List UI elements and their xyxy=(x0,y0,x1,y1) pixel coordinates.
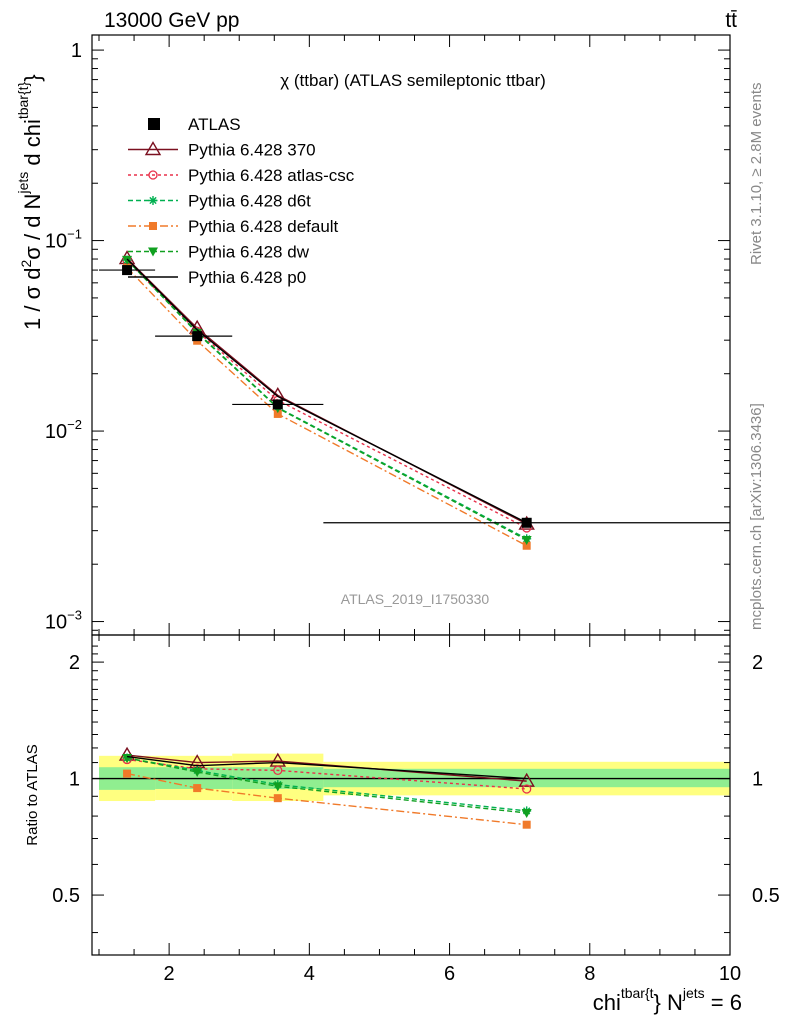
legend-label: Pythia 6.428 d6t xyxy=(188,192,311,211)
main-series-line-2 xyxy=(126,260,528,529)
rivet-label: Rivet 3.1.10, ≥ 2.8M events xyxy=(748,83,765,266)
legend-label: ATLAS xyxy=(188,115,241,134)
x-tick-label: 6 xyxy=(444,963,455,985)
ratio-y-tick-label: 0.5 xyxy=(52,885,80,907)
energy-label: 13000 GeV pp xyxy=(104,9,239,32)
main-series-line-3 xyxy=(126,259,528,540)
ratio-y-tick-label: 2 xyxy=(752,652,763,674)
ratio-y-tick-label: 0.5 xyxy=(752,885,780,907)
ratio-frame xyxy=(91,634,731,956)
legend-label: Pythia 6.428 p0 xyxy=(188,268,306,287)
analysis-watermark: ATLAS_2019_I1750330 xyxy=(341,591,490,607)
main-series-line-4 xyxy=(126,267,528,547)
marker-square xyxy=(522,541,531,550)
marker-triangle-down xyxy=(122,255,133,265)
marker-square xyxy=(149,222,157,230)
legend-label: Pythia 6.428 370 xyxy=(188,141,316,160)
ratio-y-tick-label: 1 xyxy=(69,769,80,791)
ratio-y-axis-label: Ratio to ATLAS xyxy=(24,744,41,845)
plot-title: χ (ttbar) (ATLAS semileptonic ttbar) xyxy=(280,71,546,90)
marker-triangle xyxy=(144,141,162,156)
data-point-atlas xyxy=(521,517,532,528)
marker-circle xyxy=(522,784,532,794)
ratio-series-line-3 xyxy=(126,772,527,826)
ratio-series-line-1 xyxy=(126,758,527,790)
marker-triangle-down xyxy=(272,782,283,792)
x-tick-label: 4 xyxy=(304,963,315,985)
marker-square xyxy=(123,769,132,778)
y-tick-label: 1 xyxy=(71,40,82,62)
main-series-line-1 xyxy=(126,258,528,525)
marker-triangle-down xyxy=(521,535,532,545)
x-tick-label: 2 xyxy=(164,963,175,985)
y-tick-label: 10−1 xyxy=(45,227,82,253)
legend-label: Pythia 6.428 dw xyxy=(188,243,310,262)
data-point-atlas xyxy=(122,265,133,276)
marker-triangle-down xyxy=(192,767,203,777)
ratio-series-line-2 xyxy=(126,757,527,812)
marker-triangle-down xyxy=(148,247,158,257)
main-series-line-5 xyxy=(126,259,528,541)
marker-circle xyxy=(273,765,283,776)
process-label: tt̄ xyxy=(725,9,737,32)
y-tick-label: 10−3 xyxy=(45,608,82,634)
main-y-axis-label: 1 / σ d2σ / d Njets d chitbar{t}} xyxy=(15,74,45,330)
x-tick-label: 8 xyxy=(584,963,595,985)
ratio-panel: Ratio to ATLAS chitbar{t} Njets = 6 2 4 6 8… xyxy=(24,623,780,1015)
ratio-y-tick-label: 2 xyxy=(69,652,80,674)
legend: ATLAS Pythia 6.428 370 Pythia 6.428 atlas-… xyxy=(128,115,355,287)
mcplots-label: mcplots.cern.ch [arXiv:1306.3436] xyxy=(748,403,765,630)
x-axis-label: chitbar{t} Njets = 6 xyxy=(593,985,742,1015)
marker-star xyxy=(148,196,158,205)
data-point-atlas xyxy=(192,331,203,342)
legend-marker-atlas xyxy=(148,118,160,130)
svg-text:1 / σ d2σ / d Njets d chitbar{: 1 / σ d2σ / d Njets d chitbar{t}} xyxy=(15,74,45,330)
ratio-y-tick-label: 1 xyxy=(752,769,763,791)
main-series-line-6 xyxy=(126,258,527,524)
ratio-series-line-5 xyxy=(126,755,527,780)
legend-label: Pythia 6.428 atlas-csc xyxy=(188,166,355,185)
marker-circle xyxy=(148,170,158,180)
marker-square xyxy=(522,820,531,829)
ratio-series-line-4 xyxy=(126,757,527,814)
legend-label: Pythia 6.428 default xyxy=(188,217,339,236)
main-panel: χ (ttbar) (ATLAS semileptonic ttbar) ATL… xyxy=(15,34,731,636)
marker-square xyxy=(273,794,282,803)
marker-triangle xyxy=(518,772,535,787)
data-point-atlas xyxy=(272,399,283,410)
x-tick-label: 10 xyxy=(719,963,741,985)
marker-square xyxy=(273,409,282,418)
y-tick-label: 10−2 xyxy=(45,417,82,443)
marker-square xyxy=(193,784,202,793)
marker-triangle-down xyxy=(521,808,532,818)
